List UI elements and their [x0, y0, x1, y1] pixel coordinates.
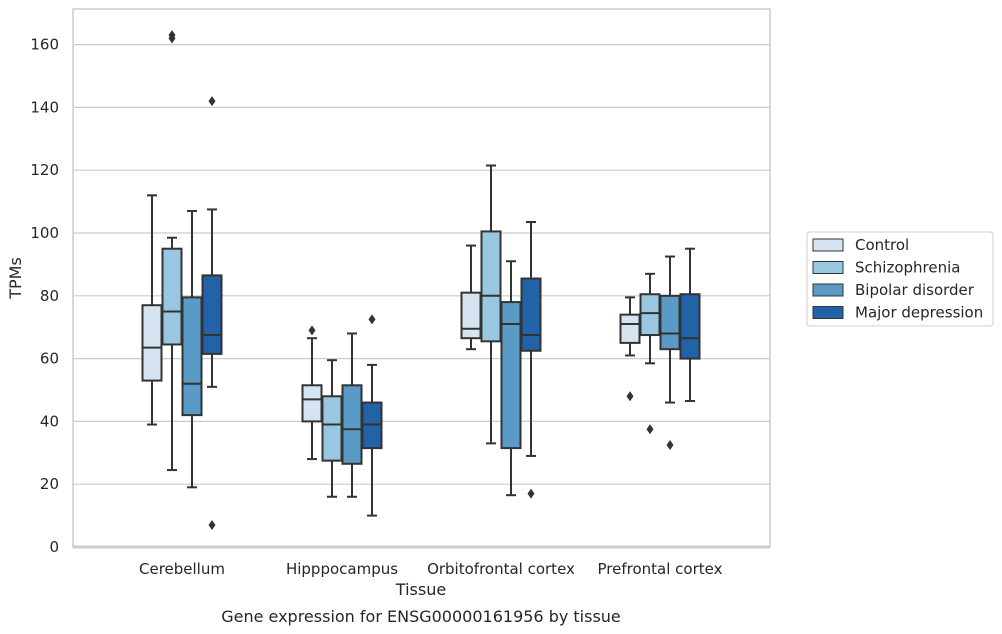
- legend-swatch: [812, 306, 844, 319]
- iqr-box: [341, 384, 363, 465]
- x-tick-label: Orbitofrontal cortex: [427, 560, 575, 578]
- legend-swatch: [812, 283, 844, 297]
- iqr-box: [520, 277, 542, 352]
- x-axis-ticks: Cerebellum Hipppocampus Orbitofrontal cort…: [139, 560, 723, 578]
- y-tick-label: 40: [40, 412, 59, 430]
- box-major-depression-prefrontal-cortex: [679, 247, 701, 402]
- plot-area: [73, 9, 770, 547]
- legend-label: Schizophrenia: [855, 259, 960, 277]
- box-major-depression-orbitofrontal-cortex: [520, 221, 542, 499]
- box-schizophrenia-cerebellum: [161, 30, 183, 472]
- outlier-point: [208, 520, 216, 531]
- outlier-point: [646, 424, 654, 435]
- iqr-box: [301, 384, 323, 423]
- y-tick-label: 120: [30, 161, 59, 179]
- box-control-prefrontal-cortex: [619, 296, 641, 402]
- y-tick-label: 160: [30, 36, 59, 54]
- iqr-box: [460, 291, 482, 340]
- x-tick-label: Prefrontal cortex: [598, 560, 723, 578]
- iqr-box: [141, 304, 163, 382]
- legend-label: Control: [855, 236, 909, 254]
- boxes: [141, 30, 701, 531]
- box-bipolar-disorder-hipppocampus: [341, 332, 363, 498]
- y-tick-label: 80: [40, 287, 59, 305]
- iqr-box: [321, 395, 343, 462]
- box-schizophrenia-prefrontal-cortex: [639, 272, 661, 435]
- iqr-box: [500, 301, 522, 450]
- legend-label: Major depression: [855, 304, 983, 322]
- outlier-point: [666, 439, 674, 450]
- outlier-point: [308, 325, 316, 336]
- legend-frame: [806, 231, 994, 327]
- y-tick-label: 140: [30, 98, 59, 116]
- y-axis-label: TPMs: [6, 257, 25, 300]
- x-tick-label: Cerebellum: [139, 560, 225, 578]
- legend-swatch: [812, 261, 844, 274]
- y-tick-label: 0: [49, 538, 59, 556]
- box-bipolar-disorder-orbitofrontal-cortex: [500, 260, 522, 497]
- iqr-box: [619, 313, 641, 344]
- legend-swatch: [812, 238, 844, 252]
- y-tick-label: 100: [30, 224, 59, 242]
- outlier-point: [527, 488, 535, 499]
- iqr-box: [480, 230, 502, 343]
- y-axis-ticks: 0 20 40 60 80 100 120 140 160: [30, 36, 59, 556]
- iqr-box: [679, 293, 701, 360]
- iqr-box: [639, 293, 661, 337]
- iqr-box: [181, 296, 203, 417]
- iqr-box: [161, 247, 183, 346]
- legend-label: Bipolar disorder: [855, 281, 975, 299]
- outlier-point: [208, 96, 216, 107]
- y-tick-label: 60: [40, 350, 59, 368]
- iqr-box: [201, 274, 223, 355]
- y-tick-label: 20: [40, 475, 59, 493]
- box-bipolar-disorder-cerebellum: [181, 210, 203, 489]
- iqr-box: [659, 294, 681, 351]
- box-schizophrenia-orbitofrontal-cortex: [480, 164, 502, 445]
- x-axis-label: Tissue: [395, 580, 446, 599]
- chart-caption: Gene expression for ENSG00000161956 by t…: [221, 607, 621, 626]
- box-major-depression-cerebellum: [201, 96, 223, 531]
- box-major-depression-hipppocampus: [361, 314, 383, 517]
- outlier-point: [626, 391, 634, 402]
- legend: Control Schizophrenia Bipolar disorder Majo…: [806, 231, 994, 327]
- outlier-point: [368, 314, 376, 325]
- box-control-cerebellum: [141, 194, 163, 426]
- outlier-point: [168, 30, 176, 41]
- box-control-hipppocampus: [301, 325, 323, 461]
- x-tick-label: Hipppocampus: [286, 560, 398, 578]
